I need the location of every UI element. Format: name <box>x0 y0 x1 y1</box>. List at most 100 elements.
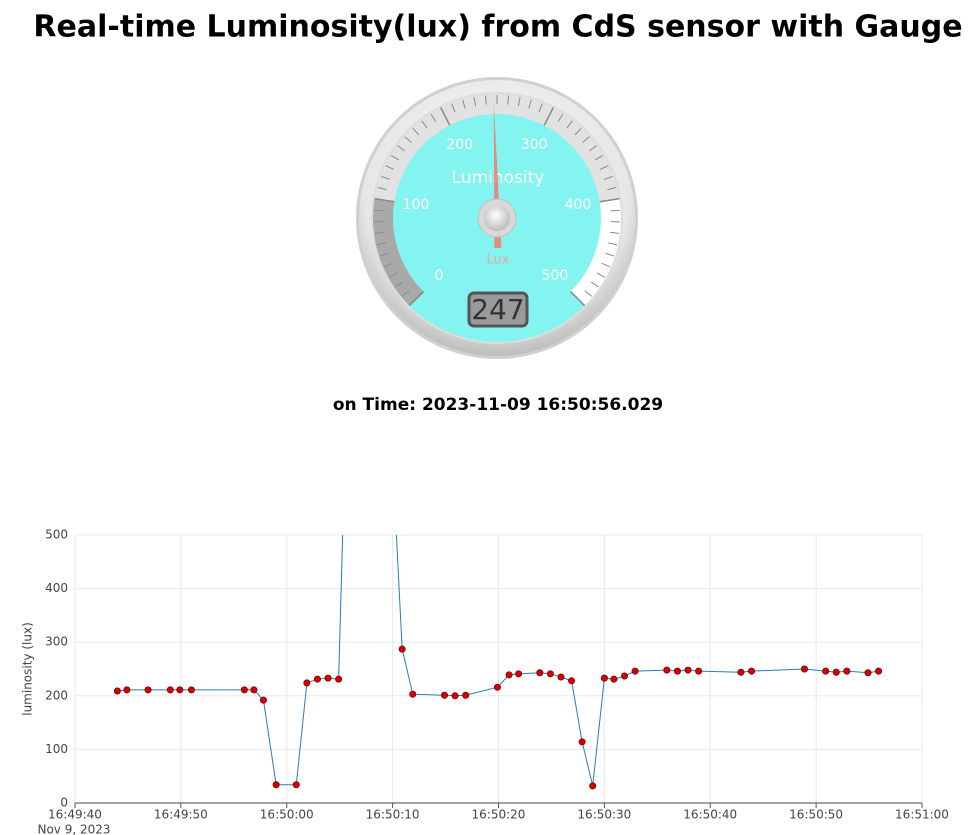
gauge-minor-tick <box>394 281 403 288</box>
gauge-minor-tick <box>594 154 604 161</box>
gauge-title: Luminosity <box>452 168 545 188</box>
data-point <box>398 645 406 653</box>
data-point <box>346 296 352 302</box>
data-point <box>673 667 681 675</box>
data-point <box>832 668 840 676</box>
data-point <box>166 686 174 694</box>
data-point <box>176 686 184 694</box>
gauge-minor-tick <box>374 209 384 212</box>
time-label: on Time: 2023-11-09 16:50:56.029 <box>333 395 663 415</box>
data-point <box>515 670 523 678</box>
data-point <box>864 669 872 677</box>
gauge-minor-tick <box>596 272 606 278</box>
gauge-minor-tick <box>388 272 398 278</box>
data-point <box>240 686 248 694</box>
gauge-tick-label: 200 <box>446 137 473 153</box>
data-point <box>822 667 830 675</box>
gauge-minor-tick <box>381 175 390 180</box>
data-point <box>335 675 343 683</box>
data-point <box>536 669 544 677</box>
gauge-minor-tick <box>377 186 387 191</box>
y-tick-label: 0 <box>60 796 68 810</box>
data-point <box>620 672 628 680</box>
gauge-major-tick <box>599 197 620 203</box>
gauge-minor-tick <box>610 231 620 234</box>
data-point <box>388 435 394 441</box>
data-point <box>546 670 554 678</box>
y-tick-label: 400 <box>45 581 68 595</box>
data-point <box>600 674 608 682</box>
plot-area <box>113 264 883 790</box>
data-point <box>800 665 808 673</box>
gauge-major-tick <box>543 107 554 126</box>
gauge-major-tick <box>570 291 586 307</box>
gauge-minor-tick <box>383 262 393 268</box>
gauge-hub <box>484 205 510 231</box>
data-point <box>843 667 851 675</box>
x-date-label: Nov 9, 2023 <box>37 823 110 835</box>
gauge-minor-tick <box>582 136 590 143</box>
data-point <box>684 666 692 674</box>
data-point <box>462 691 470 699</box>
x-tick-label: 16:50:10 <box>366 808 420 822</box>
gauge-minor-tick <box>430 113 437 123</box>
gauge-minor-tick <box>591 281 600 288</box>
data-point <box>259 696 267 704</box>
y-tick-label: 100 <box>45 742 68 756</box>
gauge-tick-label: 300 <box>521 137 548 153</box>
data-point <box>358 264 364 270</box>
data-point <box>451 692 459 700</box>
gauge-minor-tick <box>566 120 573 129</box>
x-tick-label: 16:50:00 <box>260 808 314 822</box>
gauge-units: Lux <box>487 253 510 268</box>
data-point <box>557 673 565 681</box>
x-tick-label: 16:49:50 <box>154 808 208 822</box>
gauge-minor-tick <box>374 231 384 234</box>
x-tick-label: 16:50:40 <box>683 808 737 822</box>
gauge-minor-tick <box>607 186 617 191</box>
line-chart: 0 100 200 300 400 500 16:49:40 16:49:50 16:50:00… <box>21 264 949 835</box>
data-point <box>493 683 501 691</box>
data-point <box>441 691 449 699</box>
gauge-tick-label: 0 <box>435 268 444 284</box>
gauge-major-tick <box>374 197 395 203</box>
y-tick-label: 300 <box>45 635 68 649</box>
data-point <box>663 666 671 674</box>
gauge-minor-tick <box>507 95 510 105</box>
gauge-minor-tick <box>451 103 456 113</box>
gauge-major-tick <box>440 107 451 126</box>
gauge-minor-tick <box>379 252 389 257</box>
gauge-minor-tick <box>574 127 582 136</box>
data-point <box>748 667 756 675</box>
y-axis-label: luminosity (lux) <box>21 622 35 716</box>
data-point <box>631 667 639 675</box>
gauge-minor-tick <box>376 242 386 246</box>
gauge-major-tick <box>408 291 424 307</box>
gauge-minor-tick <box>385 165 395 170</box>
gauge: 0 100 200 300 400 500 Luminosity Lux 247 <box>356 77 638 359</box>
data-point <box>695 667 703 675</box>
x-tick-label: 16:50:30 <box>577 808 631 822</box>
y-tick-label: 500 <box>45 528 68 542</box>
data-point <box>589 782 597 790</box>
data-point <box>875 667 883 675</box>
data-point <box>568 677 576 685</box>
data-point <box>187 686 195 694</box>
data-point <box>324 674 332 682</box>
gauge-minor-tick <box>473 97 477 107</box>
gauge-highlight <box>570 198 621 306</box>
data-point <box>250 686 258 694</box>
x-tick-label: 16:50:50 <box>789 808 843 822</box>
gauge-minor-tick <box>401 290 410 297</box>
y-tick-label: 200 <box>45 688 68 702</box>
data-point <box>144 686 152 694</box>
gauge-minor-tick <box>601 262 611 268</box>
gauge-minor-tick <box>610 209 620 212</box>
gauge-minor-tick <box>404 136 412 143</box>
gauge-minor-tick <box>608 242 618 246</box>
gauge-minor-tick <box>412 127 420 136</box>
data-point <box>737 668 745 676</box>
page-title: Real-time Luminosity(lux) from CdS senso… <box>33 10 962 45</box>
gauge-value: 247 <box>471 293 524 326</box>
